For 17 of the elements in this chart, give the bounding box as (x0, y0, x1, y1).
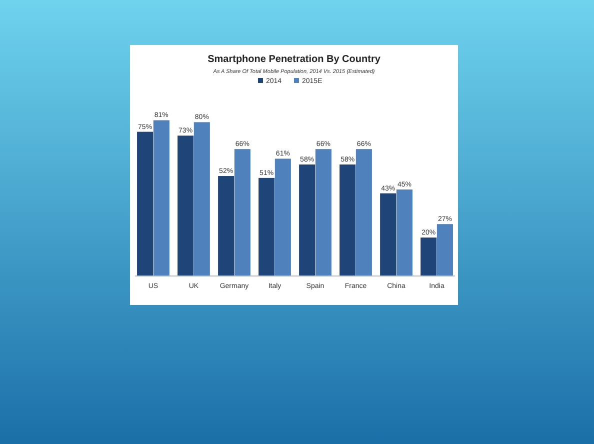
bar (396, 189, 412, 276)
bar (436, 224, 453, 276)
bar (258, 178, 275, 276)
bar (194, 122, 210, 276)
bar (380, 193, 396, 276)
bar (315, 149, 332, 276)
bar (234, 149, 250, 276)
bar (356, 149, 372, 276)
bar (218, 176, 234, 276)
bar (340, 164, 356, 276)
bar (178, 136, 194, 276)
bar (420, 238, 437, 276)
bar (137, 132, 154, 276)
chart-title: Smartphone Penetration By Country (208, 54, 381, 65)
bar (299, 164, 316, 276)
bar (274, 158, 291, 276)
bar (153, 120, 170, 276)
